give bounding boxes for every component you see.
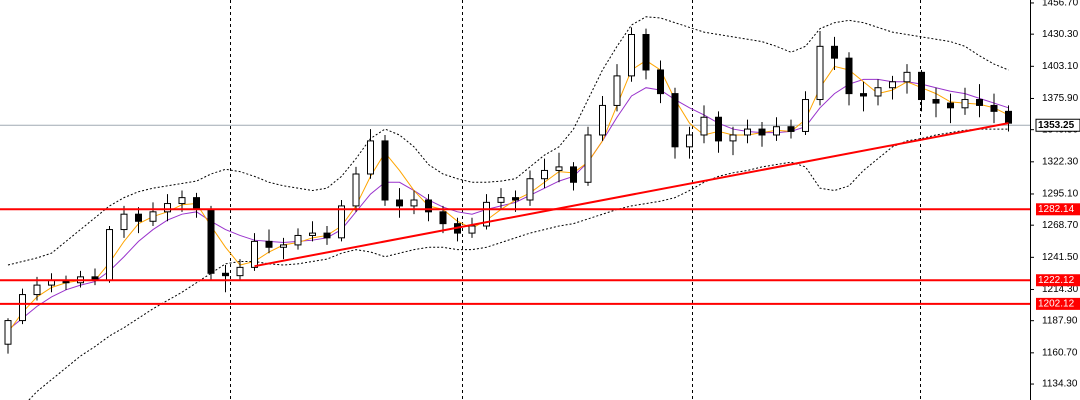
y-tick-label: 1134.30	[1042, 379, 1078, 390]
candle-body	[512, 197, 519, 201]
candle-body	[439, 211, 447, 225]
candle-body	[874, 87, 882, 97]
candle-body	[845, 57, 853, 95]
indicator-line	[7, 59, 1009, 333]
candle-body	[468, 225, 476, 234]
level-label-bg	[1036, 203, 1080, 216]
candle-body	[222, 272, 229, 277]
candle-body	[4, 320, 12, 345]
candle-body	[671, 93, 679, 148]
candle-body	[425, 199, 432, 213]
y-tick-label: 1430.30	[1042, 29, 1079, 40]
indicator-line	[28, 128, 1009, 400]
level-label: 1282.14	[1038, 204, 1075, 215]
level-label: 1202.12	[1038, 299, 1075, 310]
candle-body	[541, 169, 548, 180]
candle-body	[686, 134, 693, 148]
candle-body	[338, 205, 345, 239]
candle-body	[990, 104, 998, 112]
y-tick-label: 1160.70	[1042, 347, 1078, 358]
candle-body	[1005, 110, 1012, 124]
candle-body	[787, 126, 795, 132]
candle-body	[657, 69, 664, 95]
candle-body	[584, 134, 592, 183]
candle-body	[280, 244, 287, 248]
last-price-label-bg	[1035, 118, 1080, 132]
candle-body	[831, 45, 838, 59]
candle-body	[758, 128, 766, 136]
indicator-line	[7, 16, 1009, 266]
candle-body	[932, 99, 940, 104]
candle-body	[642, 34, 650, 71]
candle-body	[613, 75, 621, 106]
candle-body	[744, 128, 751, 136]
candle-body	[802, 99, 809, 132]
candle-body	[715, 116, 722, 142]
candle-body	[33, 284, 41, 296]
candle-body	[497, 197, 505, 203]
candle-body	[265, 240, 273, 248]
candle-body	[164, 203, 171, 213]
period-separators	[230, 0, 921, 400]
candle-body	[889, 81, 896, 89]
candle-body	[947, 102, 954, 109]
candle-body	[323, 232, 331, 239]
y-tick-label: 1375.90	[1042, 93, 1079, 104]
candle-body	[178, 197, 186, 205]
candle-body	[106, 229, 113, 281]
candle-body	[367, 140, 374, 175]
candle-body	[555, 166, 563, 171]
y-tick-label: 1268.70	[1042, 220, 1079, 231]
candle-body	[236, 266, 244, 277]
y-tick-label: 1241.50	[1042, 252, 1079, 263]
candle-body	[628, 34, 635, 77]
last-price-label: 1353.25	[1038, 120, 1075, 131]
candle-body	[251, 240, 258, 268]
candle-body	[773, 126, 780, 136]
candle-body	[961, 99, 969, 109]
candle-body	[120, 213, 128, 231]
candle-body	[976, 99, 983, 106]
candle-body	[918, 71, 925, 101]
candle-body	[352, 173, 360, 207]
level-label-bg	[1036, 297, 1080, 310]
candle-body	[135, 213, 142, 222]
candle-body	[860, 93, 867, 97]
candle-body	[149, 211, 157, 222]
y-tick-label: 1214.30	[1042, 284, 1079, 295]
candle-body	[381, 140, 389, 201]
y-tick-label: 1187.90	[1042, 315, 1078, 326]
candle-body	[19, 294, 26, 322]
candle-body	[599, 104, 606, 136]
trendline	[254, 122, 1009, 268]
candle-body	[700, 116, 708, 136]
y-tick-label: 1322.30	[1042, 156, 1079, 167]
y-tick-label: 1295.10	[1042, 189, 1079, 200]
level-label: 1222.12	[1038, 275, 1075, 286]
candle-body	[570, 166, 577, 183]
candle-body	[410, 199, 418, 207]
level-label-bg	[1036, 274, 1080, 287]
candle-body	[396, 199, 403, 207]
candle-body	[903, 71, 911, 83]
candle-body	[483, 201, 490, 227]
y-tick-label: 1403.10	[1042, 61, 1079, 72]
candle-body	[526, 178, 534, 201]
candle-body	[207, 208, 215, 274]
y-tick-label: 1456.70	[1042, 0, 1079, 9]
candle-body	[309, 232, 316, 236]
candle-body	[294, 234, 302, 246]
candle-body	[193, 197, 200, 210]
candle-body	[816, 45, 824, 101]
candle-body	[729, 134, 737, 142]
